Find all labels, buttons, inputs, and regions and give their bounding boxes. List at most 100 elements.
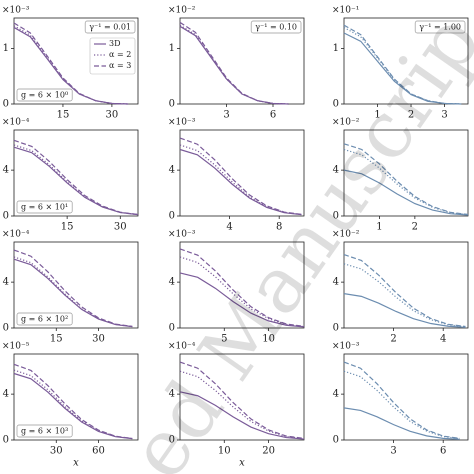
legend-label: 3D xyxy=(109,39,121,48)
series-line xyxy=(13,249,133,327)
series-line xyxy=(179,248,305,327)
y-tick-label: 0 xyxy=(333,211,339,222)
annotation-box: g = 6 × 10³ xyxy=(16,424,73,438)
offset-label: ×10⁻¹ xyxy=(332,6,359,16)
x-tick-label: 20 xyxy=(262,446,275,457)
y-tick-label: 1 xyxy=(3,43,9,54)
y-tick-label: 0 xyxy=(3,211,9,222)
x-tick-label: 2 xyxy=(390,334,396,345)
series-line xyxy=(179,148,302,216)
x-tick-label: 2 xyxy=(412,222,418,233)
series-line xyxy=(13,258,133,328)
offset-label: ×10⁻⁴ xyxy=(2,118,30,128)
y-tick-label: 0 xyxy=(3,99,9,110)
series-line xyxy=(179,21,289,105)
x-tick-label: 10 xyxy=(218,446,231,457)
y-tick-label: 0 xyxy=(169,211,175,222)
annotation-box: γ⁻¹ = 0.01 xyxy=(84,20,136,34)
offset-label: ×10⁻² xyxy=(168,6,196,16)
annotation-frame xyxy=(16,312,73,326)
series-line xyxy=(343,361,460,439)
x-tick-label: 30 xyxy=(114,222,127,233)
series-line xyxy=(179,272,305,328)
annotation: γ⁻¹ = 0.01 xyxy=(89,23,131,32)
offset-label: ×10⁻² xyxy=(332,230,360,240)
legend-frame xyxy=(89,37,136,75)
y-tick-label: 0 xyxy=(169,323,175,334)
x-tick-label: 6 xyxy=(440,446,446,457)
x-tick-label: 30 xyxy=(50,446,63,457)
plot-frame xyxy=(343,353,469,441)
series-line xyxy=(343,24,462,105)
offset-label: ×10⁻³ xyxy=(2,6,30,16)
offset-label: ×10⁻³ xyxy=(332,342,360,352)
y-tick-label: 0 xyxy=(3,323,9,334)
y-tick-label: 4 xyxy=(3,277,9,288)
series-line xyxy=(13,139,139,216)
annotation: g = 6 × 10⁰ xyxy=(21,91,68,100)
series-line xyxy=(13,22,129,105)
annotation-frame xyxy=(16,200,73,214)
x-axis-label: x xyxy=(73,458,79,469)
x-tick-label: 4 xyxy=(440,334,446,345)
series-line xyxy=(343,169,469,216)
offset-label: ×10⁻³ xyxy=(168,230,196,240)
series-line xyxy=(13,369,133,440)
offset-label: ×10⁻⁵ xyxy=(2,342,30,352)
offset-label: ×10⁻² xyxy=(332,118,360,128)
y-tick-label: 0 xyxy=(3,435,9,446)
y-tick-label: 4 xyxy=(3,389,9,400)
y-tick-label: 4 xyxy=(333,277,339,288)
annotation-frame xyxy=(16,424,73,438)
x-tick-label: 30 xyxy=(106,110,119,121)
x-tick-label: 1 xyxy=(374,110,380,121)
series-line xyxy=(179,391,305,440)
x-tick-label: 8 xyxy=(276,222,282,233)
x-tick-label: 2 xyxy=(408,110,414,121)
annotation: g = 6 × 10² xyxy=(21,315,68,324)
legend-label: α = 3 xyxy=(109,61,131,70)
legend-label: α = 2 xyxy=(109,50,131,59)
x-tick-label: 6 xyxy=(270,110,276,121)
x-tick-label: 30 xyxy=(92,334,105,345)
series-line xyxy=(343,148,469,216)
annotation-box: g = 6 × 10² xyxy=(16,312,73,326)
plot-frame xyxy=(343,241,469,329)
plot-frame xyxy=(343,129,469,217)
x-tick-label: 5 xyxy=(221,334,227,345)
y-tick-label: 0 xyxy=(169,99,175,110)
x-axis-label: x xyxy=(239,458,245,469)
series-line xyxy=(179,361,305,439)
offset-label: ×10⁻³ xyxy=(168,118,196,128)
y-tick-label: 4 xyxy=(169,165,175,176)
series-line xyxy=(13,363,133,440)
series-line xyxy=(343,254,466,328)
x-tick-label: 3 xyxy=(390,446,396,457)
offset-label: ×10⁻⁴ xyxy=(168,342,196,352)
annotation-box: γ⁻¹ = 1.00 xyxy=(414,20,466,34)
plot-frame xyxy=(179,241,305,329)
series-line xyxy=(13,25,129,105)
x-tick-label: 10 xyxy=(262,334,275,345)
annotation-frame xyxy=(250,20,302,34)
series-line xyxy=(179,137,302,215)
annotation-frame xyxy=(414,20,466,34)
x-tick-label: 1 xyxy=(376,222,382,233)
x-tick-label: 15 xyxy=(57,110,70,121)
x-tick-label: 4 xyxy=(226,222,232,233)
offset-label: ×10⁻⁴ xyxy=(2,230,30,240)
series-line xyxy=(343,407,460,440)
annotation-frame xyxy=(16,88,73,102)
series-line xyxy=(179,24,289,105)
series-line xyxy=(343,143,469,216)
x-tick-label: 60 xyxy=(92,446,105,457)
x-tick-label: 3 xyxy=(441,110,447,121)
annotation-frame xyxy=(84,20,136,34)
y-tick-label: 0 xyxy=(333,99,339,110)
y-tick-label: 4 xyxy=(333,389,339,400)
annotation-box: g = 6 × 10⁰ xyxy=(16,88,73,102)
x-tick-label: 15 xyxy=(61,222,74,233)
plot-frame xyxy=(179,129,305,217)
y-tick-label: 4 xyxy=(169,389,175,400)
y-tick-label: 1 xyxy=(333,43,339,54)
